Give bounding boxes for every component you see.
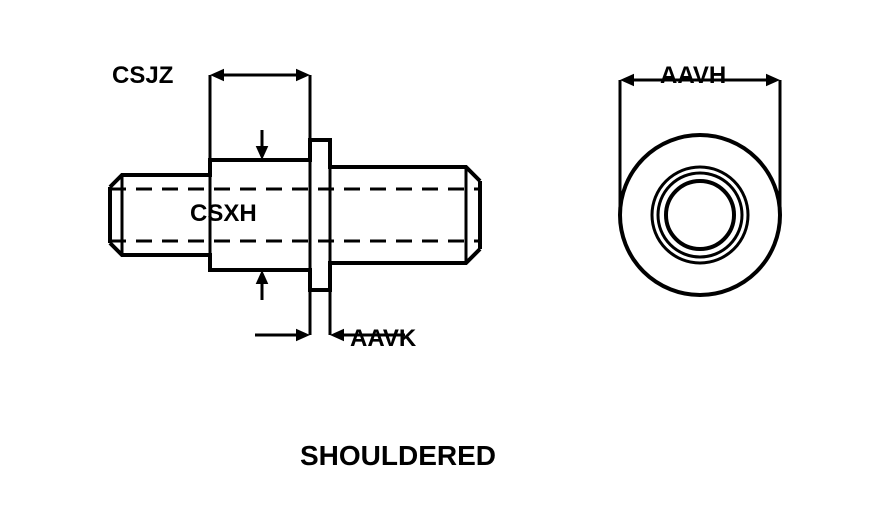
diagram-title: SHOULDERED (300, 440, 496, 472)
diagram-stage: SHOULDERED CSJZ CSXH AAVK AAVH (0, 0, 869, 508)
dim-label-aavk: AAVK (350, 325, 416, 353)
dim-label-aavh: AAVH (660, 62, 726, 90)
dim-label-csjz: CSJZ (112, 62, 173, 90)
dim-label-csxh: CSXH (190, 200, 257, 228)
